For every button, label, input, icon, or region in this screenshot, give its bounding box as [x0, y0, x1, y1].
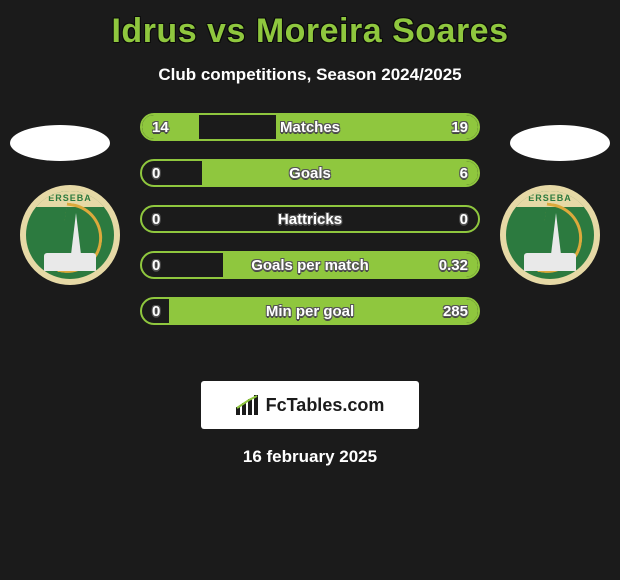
stat-row: 06Goals [140, 159, 480, 187]
crest-fish-icon [537, 203, 586, 278]
stat-fill-right [276, 115, 478, 139]
stat-value-left: 0 [152, 253, 160, 277]
subtitle: Club competitions, Season 2024/2025 [0, 65, 620, 85]
stat-row: 1419Matches [140, 113, 480, 141]
stat-bars: 1419Matches06Goals00Hattricks00.32Goals … [140, 113, 480, 343]
club-crest-right: ERSEBA [500, 185, 600, 285]
player-silhouette-left [10, 125, 110, 161]
crest-fish-icon [57, 203, 106, 278]
stat-value-right: 0 [460, 207, 468, 231]
brand-text: FcTables.com [266, 395, 385, 416]
brand-badge: FcTables.com [201, 381, 419, 429]
stat-row: 00.32Goals per match [140, 251, 480, 279]
player-silhouette-right [510, 125, 610, 161]
stat-fill-right [223, 253, 478, 277]
stat-label: Hattricks [142, 207, 478, 231]
comparison-arena: ERSEBA ERSEBA 1419Matches06Goals00Hattri… [0, 113, 620, 373]
stat-value-left: 0 [152, 207, 160, 231]
club-crest-left: ERSEBA [20, 185, 120, 285]
stat-fill-left [142, 115, 199, 139]
stat-row: 0 0Hattricks [140, 205, 480, 233]
page-title: Idrus vs Moreira Soares [0, 0, 620, 51]
bar-chart-icon [236, 395, 260, 415]
stat-value-left: 0 [152, 299, 160, 323]
stat-fill-right [169, 299, 478, 323]
stat-fill-right [202, 161, 478, 185]
stat-row: 0285Min per goal [140, 297, 480, 325]
date-text: 16 february 2025 [0, 447, 620, 467]
stat-value-left: 0 [152, 161, 160, 185]
